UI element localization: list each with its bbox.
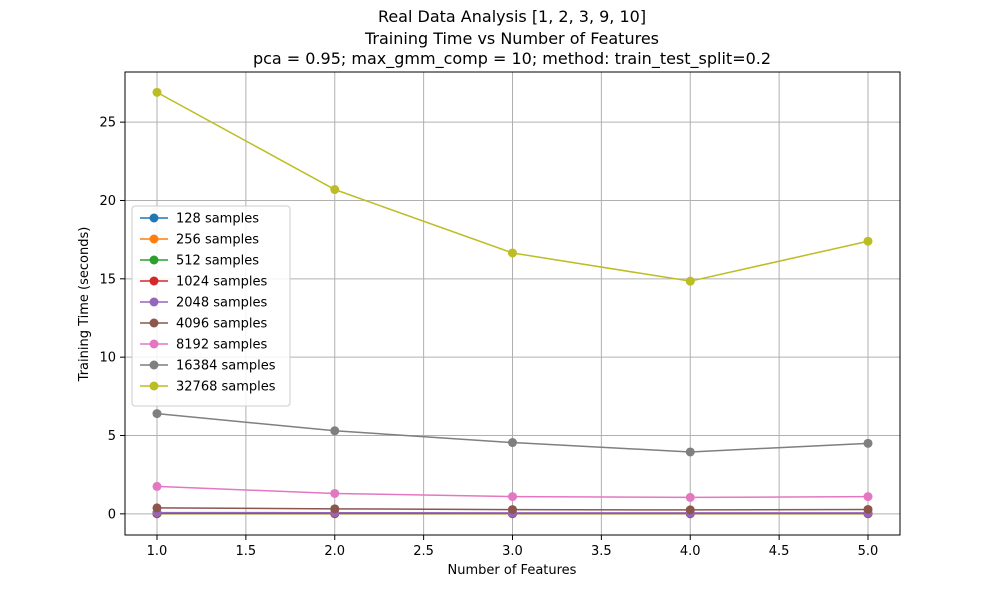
data-point [330, 185, 340, 195]
x-axis-label: Number of Features [448, 563, 577, 578]
series-layer [152, 87, 873, 519]
legend-marker [149, 234, 159, 244]
legend-item: 16384 samples [140, 359, 276, 374]
series-8 [152, 409, 873, 457]
legend-item: 2048 samples [140, 296, 267, 311]
x-tick-label: 4.5 [769, 544, 790, 559]
x-tick-label: 2.0 [324, 544, 345, 559]
data-point [330, 504, 340, 514]
chart-title-line-2: Training Time vs Number of Features [364, 29, 659, 48]
x-tick-label: 3.0 [502, 544, 523, 559]
legend-label: 32768 samples [176, 380, 276, 395]
legend-label: 4096 samples [176, 317, 267, 332]
legend-marker [149, 276, 159, 286]
x-tick-label: 3.5 [591, 544, 612, 559]
data-point [508, 248, 517, 258]
legend-label: 128 samples [176, 212, 259, 227]
data-point [685, 447, 695, 457]
data-point [508, 492, 517, 502]
data-point [508, 505, 517, 515]
legend-item: 512 samples [140, 254, 259, 269]
legend-marker [149, 297, 159, 307]
data-point [152, 409, 162, 419]
data-point [330, 488, 340, 498]
x-tick-label: 5.0 [858, 544, 879, 559]
legend-label: 2048 samples [176, 296, 267, 311]
chart-title-line-1: Real Data Analysis [1, 2, 3, 9, 10] [378, 7, 646, 26]
legend-item: 32768 samples [140, 380, 276, 395]
data-point [863, 504, 873, 514]
legend-label: 1024 samples [176, 275, 267, 290]
legend-marker [149, 213, 159, 223]
x-tick-label: 1.0 [147, 544, 168, 559]
data-point [863, 492, 873, 502]
legend-item: 128 samples [140, 212, 259, 227]
y-tick-label: 5 [108, 429, 116, 444]
y-tick-label: 25 [99, 116, 116, 131]
data-point [330, 426, 340, 436]
legend-marker [149, 339, 159, 349]
x-tick-label: 4.0 [680, 544, 701, 559]
legend-marker [149, 360, 159, 370]
legend-item: 256 samples [140, 233, 259, 248]
legend: 128 samples 256 samples 512 samples 1024 sa… [131, 205, 291, 407]
legend-box [131, 205, 291, 407]
series-6 [152, 503, 873, 515]
legend-item: 4096 samples [140, 317, 267, 332]
x-tick-label: 1.5 [236, 544, 257, 559]
data-point [508, 438, 517, 448]
data-point [152, 481, 162, 491]
chart-title-line-3: pca = 0.95; max_gmm_comp = 10; method: t… [253, 49, 771, 69]
legend-label: 16384 samples [176, 359, 276, 374]
data-point [685, 492, 695, 502]
legend-item: 8192 samples [140, 338, 267, 353]
series-7 [152, 481, 873, 502]
legend-item: 1024 samples [140, 275, 267, 290]
y-tick-label: 20 [99, 194, 116, 209]
chart-title: Real Data Analysis [1, 2, 3, 9, 10] Trai… [253, 7, 771, 69]
legend-label: 256 samples [176, 233, 259, 248]
legend-marker [149, 255, 159, 265]
legend-label: 8192 samples [176, 338, 267, 353]
series-9 [152, 87, 873, 286]
y-tick-label: 0 [108, 507, 116, 522]
data-point [152, 87, 162, 97]
legend-marker [149, 318, 159, 328]
y-tick-label: 15 [99, 272, 116, 287]
legend-label: 512 samples [176, 254, 259, 269]
legend-marker [149, 381, 159, 391]
y-tick-label: 10 [99, 351, 116, 366]
data-point [863, 236, 873, 246]
data-point [685, 505, 695, 515]
y-axis-label: Training Time (seconds) [77, 227, 92, 383]
data-point [152, 503, 162, 513]
x-tick-label: 2.5 [413, 544, 434, 559]
axis-ticks: 1.0 1.5 2.0 2.5 3.0 3.5 4.0 4.5 5.0 0 5 10 15 20 25 [99, 116, 878, 559]
data-point [863, 438, 873, 448]
data-point [685, 276, 695, 286]
